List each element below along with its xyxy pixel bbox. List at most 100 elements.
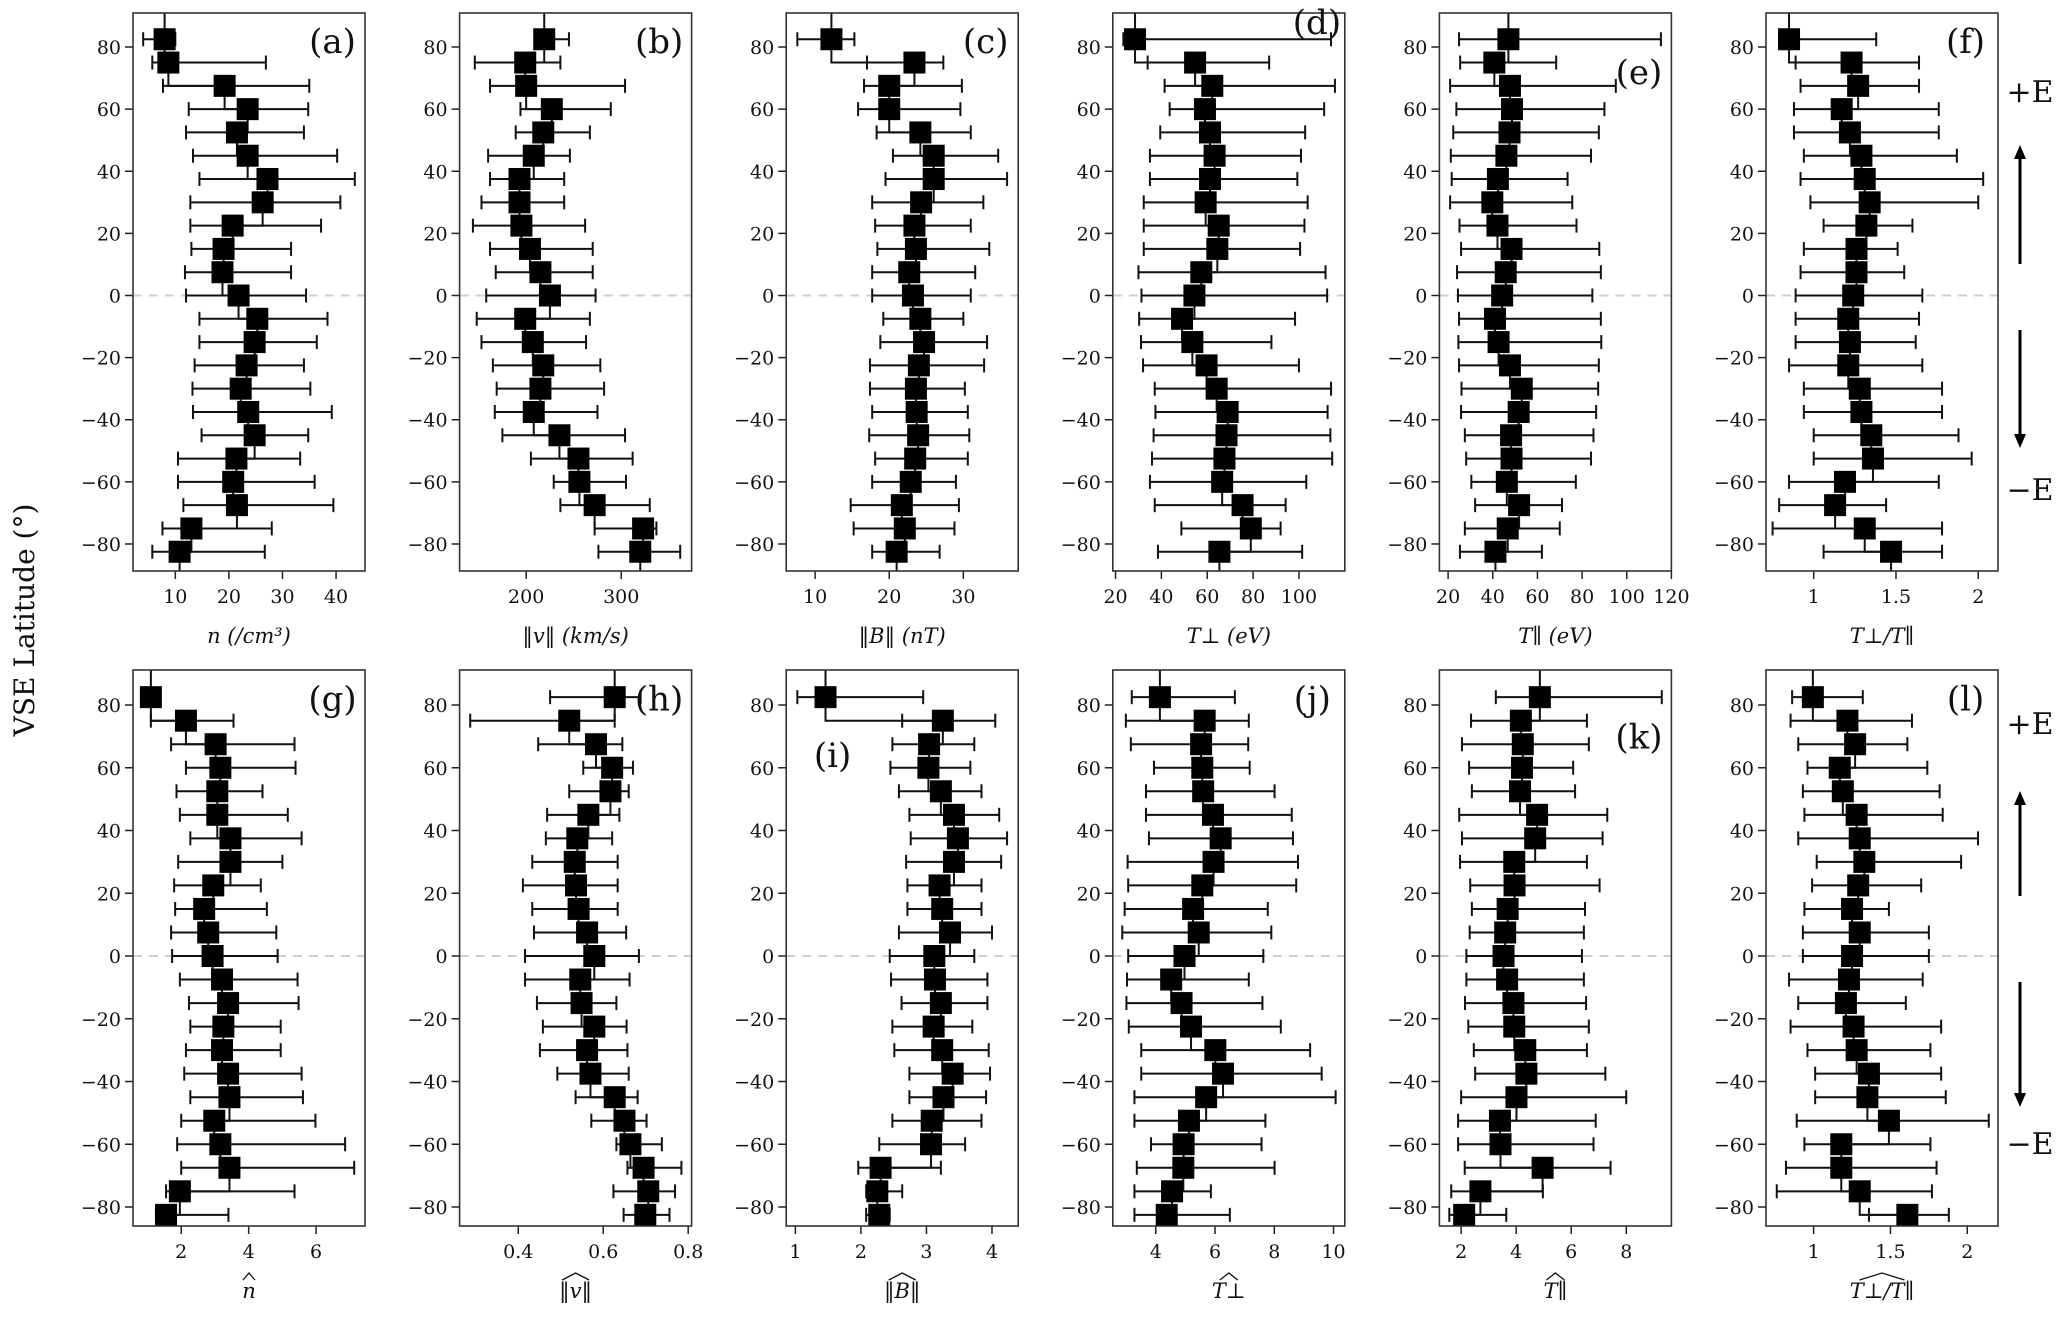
data-point [1500,98,1523,121]
data-point [1853,850,1876,873]
data-point [632,517,655,540]
x-tick-label: 1 [789,1241,801,1263]
data-point [1496,517,1519,540]
y-tick-label: 60 [97,99,121,121]
panel-h: −80 −60 −40 −20 0 20 40 60 80 0.4 0.6 0.8 (h) ‖v‖ [407,669,703,1304]
x-axis-label: ‖v‖ [559,1279,592,1304]
data-point [538,284,561,307]
y-tick-label: 40 [423,821,447,843]
up-arrow-icon [2014,791,2026,805]
data-point [917,756,940,779]
y-tick-label: 80 [1730,37,1754,59]
data-point [1850,400,1873,423]
x-tick-label: 10 [163,586,187,608]
x-axis-label: T⊥/T∥ [1850,1279,1915,1303]
data-point [576,921,599,944]
data-point [1880,540,1903,563]
y-tick-label: 20 [423,883,447,905]
data-point [218,1086,241,1109]
y-tick-label: 60 [423,758,447,780]
y-tick-label: −80 [81,534,121,556]
y-tick-label: −40 [1714,410,1754,432]
panel-frame [1438,12,1673,572]
data-point [1845,261,1868,284]
data-point [903,51,926,74]
data-point [601,756,624,779]
panel-frame [1765,12,1999,572]
data-point [1206,237,1229,260]
data-point [931,709,954,732]
data-point [1195,354,1218,377]
data-point [1195,1086,1218,1109]
data-point [907,354,930,377]
data-point [1856,1086,1879,1109]
data-point [1509,709,1532,732]
y-tick-label: 80 [97,37,121,59]
data-point [1190,733,1213,756]
data-point [941,1062,964,1085]
x-tick-label: 2 [1455,1241,1467,1263]
x-tick-label: 6 [310,1241,322,1263]
x-axis-label: n [242,1279,256,1303]
data-point [920,1133,943,1156]
data-point [174,709,197,732]
y-tick-label: 20 [1403,883,1427,905]
data-point [1838,121,1861,144]
data-point [1840,51,1863,74]
x-tick-label: 2 [1972,586,1984,608]
hat-accent-icon [1219,1272,1239,1281]
data-point [168,540,191,563]
data-point [1837,968,1860,991]
data-point [1498,121,1521,144]
data-point [909,307,932,330]
data-point [1505,1086,1528,1109]
data-point [1855,214,1878,237]
panel-frame [458,669,693,1227]
data-point [1836,709,1859,732]
data-point [890,494,913,517]
data-point [1182,897,1205,920]
y-tick-label: 40 [1077,821,1101,843]
panel-frame [132,12,366,572]
data-point [217,992,240,1015]
data-point [637,1180,660,1203]
y-tick-label: −40 [734,1072,774,1094]
data-point [197,921,220,944]
data-point [946,827,969,850]
data-point [1842,1015,1865,1038]
down-arrow-icon [2014,434,2026,448]
data-point [1180,1015,1203,1038]
data-point [1841,897,1864,920]
data-point [566,827,589,850]
y-tick-label: −40 [407,1072,447,1094]
x-axis-label: T∥ [1544,1279,1568,1303]
data-point [251,191,274,214]
data-point [217,1062,240,1085]
y-tick-label: −60 [734,1134,774,1156]
data-point [1498,74,1521,97]
data-point [1486,214,1509,237]
hat-accent-icon [561,1272,590,1281]
data-point [1193,709,1216,732]
data-point [157,51,180,74]
y-tick-label: −40 [81,1072,121,1094]
y-tick-label: 0 [109,286,121,308]
data-point [918,733,941,756]
x-tick-label: 10 [1321,1241,1345,1263]
data-point [1845,1039,1868,1062]
y-tick-label: 80 [1077,695,1101,717]
x-tick-label: 4 [243,1241,255,1263]
data-point [1170,992,1193,1015]
data-point [1192,780,1215,803]
data-point [213,74,236,97]
data-point [1193,98,1216,121]
data-point [218,1156,241,1179]
data-point [1190,261,1213,284]
y-tick-label: 0 [1742,946,1754,968]
data-point [1161,1180,1184,1203]
data-point [1202,850,1225,873]
hat-accent-icon [1859,1272,1905,1281]
y-tick-label: 60 [1403,758,1427,780]
x-tick-label: 1.5 [1881,586,1911,608]
x-tick-label: 30 [951,586,975,608]
